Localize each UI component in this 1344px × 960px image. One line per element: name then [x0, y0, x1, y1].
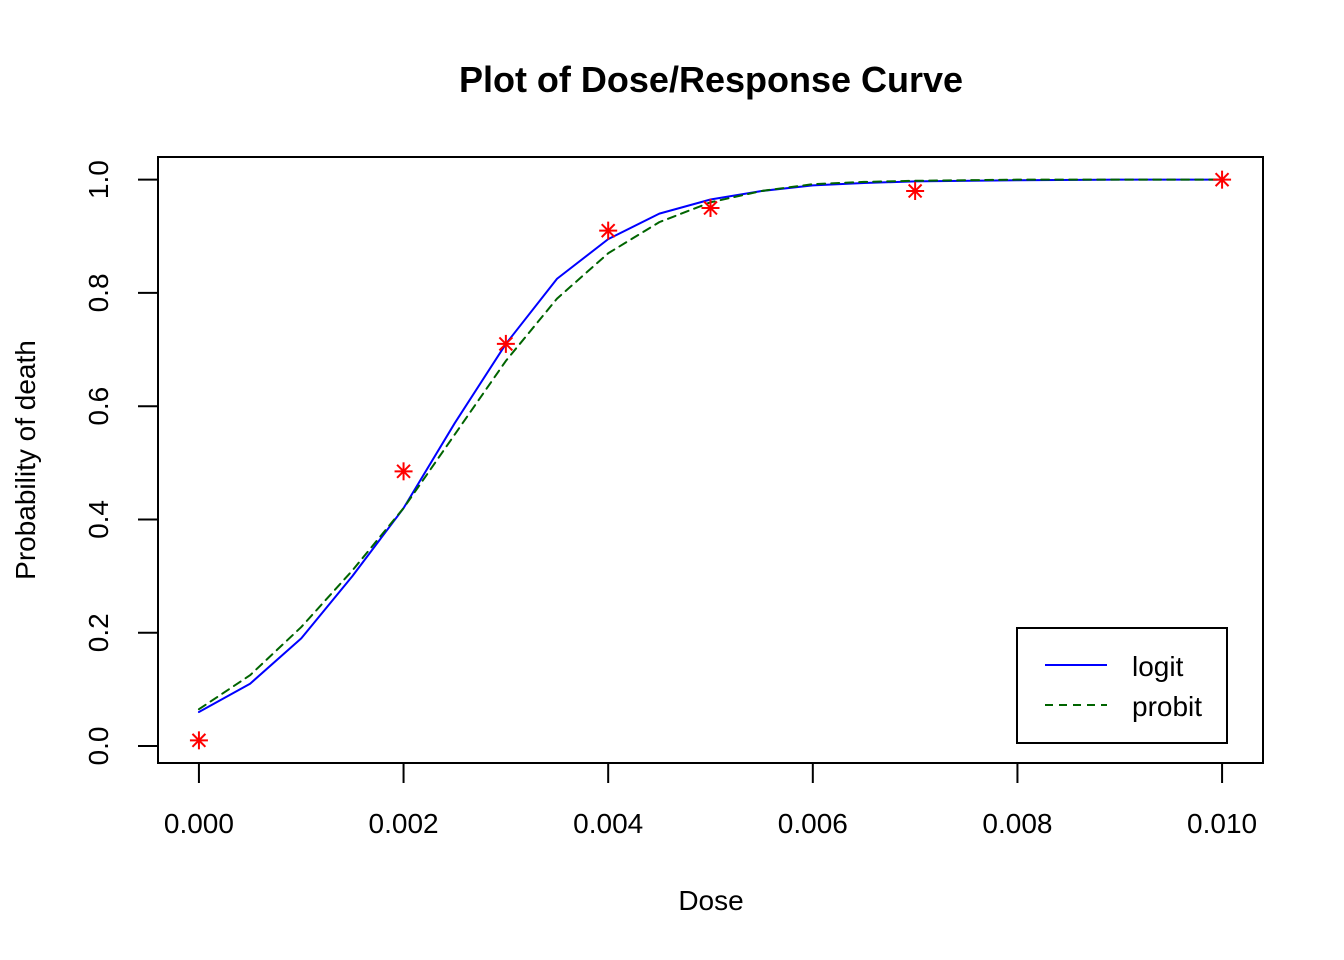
observed-point [701, 198, 720, 217]
observed-point [189, 731, 208, 750]
y-tick-label: 0.6 [83, 387, 114, 426]
y-tick-label: 0.2 [83, 613, 114, 652]
series-lines [197, 178, 1224, 714]
chart-title: Plot of Dose/Response Curve [459, 59, 963, 100]
observed-point [599, 221, 618, 240]
x-axis: 0.000 0.002 0.004 0.006 0.008 0.010 [164, 762, 1257, 839]
y-tick-label: 1.0 [83, 160, 114, 199]
x-tick-label: 0.004 [573, 808, 643, 839]
observed-point [906, 181, 925, 200]
legend: logit probit [1016, 627, 1228, 744]
y-tick-label: 0.0 [83, 727, 114, 766]
y-tick-label: 0.4 [83, 500, 114, 539]
x-tick-label: 0.002 [369, 808, 439, 839]
series-line-probit [197, 178, 1224, 711]
observed-point [496, 334, 515, 353]
x-tick-label: 0.000 [164, 808, 234, 839]
y-axis-label: Probability of death [10, 340, 41, 580]
observed-point [1213, 170, 1232, 189]
y-tick-label: 0.8 [83, 273, 114, 312]
x-tick-label: 0.010 [1187, 808, 1257, 839]
x-tick-label: 0.006 [778, 808, 848, 839]
x-axis-label: Dose [678, 885, 743, 916]
y-axis: 0.0 0.2 0.4 0.6 0.8 1.0 [83, 160, 159, 766]
x-tick-label: 0.008 [982, 808, 1052, 839]
observed-points [189, 170, 1232, 750]
legend-box [1016, 627, 1228, 744]
legend-label-probit: probit [1132, 691, 1202, 722]
legend-label-logit: logit [1132, 651, 1184, 682]
observed-point [394, 462, 413, 481]
